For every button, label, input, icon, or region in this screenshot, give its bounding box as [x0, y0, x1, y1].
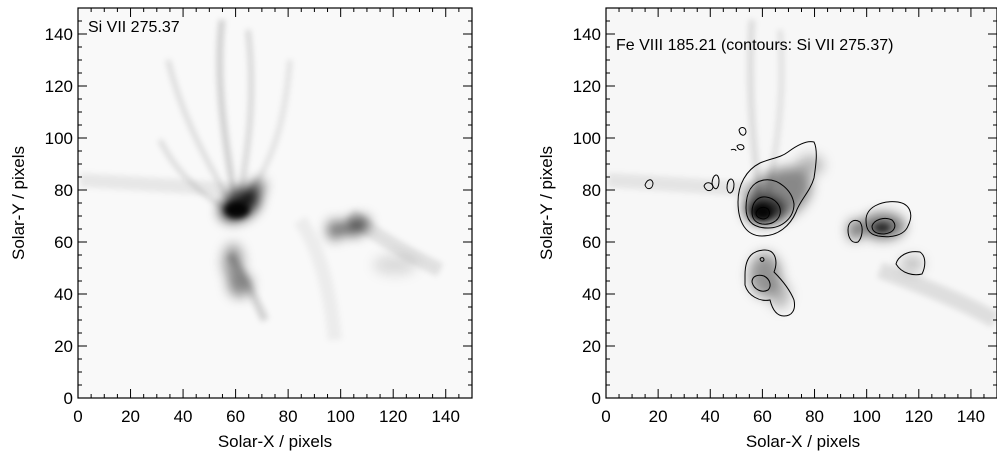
contour-lines: [644, 127, 926, 317]
left-y-tick-label: 40: [54, 285, 73, 304]
right-y-tick-label: 60: [582, 233, 601, 252]
left-x-tick-label: 20: [121, 407, 140, 426]
right-y-tick-label: 0: [592, 389, 601, 408]
left-x-axis-title: Solar-X / pixels: [218, 432, 332, 451]
left-y-tick-label: 60: [54, 233, 73, 252]
right-y-tick-label: 80: [582, 181, 601, 200]
left-y-tick-label: 100: [45, 129, 73, 148]
left-panel: 0 20 40 60 80 100 120 140 0 20 40 60 80 100 120 140 Si …: [9, 7, 473, 451]
right-image: [606, 8, 997, 398]
left-y-tick-label: 120: [45, 77, 73, 96]
right-y-axis-title: Solar-Y / pixels: [537, 146, 556, 260]
left-image: [78, 8, 472, 398]
right-y-tick-label: 20: [582, 337, 601, 356]
right-x-tick-label: 80: [805, 407, 824, 426]
right-x-axis-title: Solar-X / pixels: [746, 432, 860, 451]
right-panel: 0 20 40 60 80 100 120 140 0 20 40 60 80 100 120 140 Fe …: [537, 7, 997, 451]
right-x-tick-label: 100: [852, 407, 880, 426]
left-y-tick-label: 140: [45, 25, 73, 44]
left-x-tick-label: 140: [432, 407, 460, 426]
right-x-tick-label: 140: [957, 407, 985, 426]
right-x-tick-label: 0: [601, 407, 610, 426]
right-x-tick-label: 40: [701, 407, 720, 426]
right-x-tick-label: 120: [905, 407, 933, 426]
right-ticks: [605, 7, 997, 399]
right-panel-title: Fe VIII 185.21 (contours: Si VII 275.37): [616, 37, 893, 54]
right-y-tick-label: 120: [573, 77, 601, 96]
left-y-tick-label: 0: [64, 389, 73, 408]
left-tick-labels: 0 20 40 60 80 100 120 140 0 20 40 60 80 100 120 140: [45, 25, 460, 426]
left-y-tick-label: 80: [54, 181, 73, 200]
right-x-tick-label: 60: [753, 407, 772, 426]
left-x-tick-label: 80: [279, 407, 298, 426]
left-x-tick-label: 60: [226, 407, 245, 426]
right-y-tick-label: 140: [573, 25, 601, 44]
left-y-axis-title: Solar-Y / pixels: [9, 146, 28, 260]
right-tick-labels: 0 20 40 60 80 100 120 140 0 20 40 60 80 100 120 140: [573, 25, 985, 426]
left-x-tick-label: 40: [174, 407, 193, 426]
left-x-tick-label: 120: [379, 407, 407, 426]
right-x-tick-label: 20: [649, 407, 668, 426]
left-x-tick-label: 100: [326, 407, 354, 426]
left-panel-title: Si VII 275.37: [88, 19, 180, 36]
left-y-tick-label: 20: [54, 337, 73, 356]
left-x-tick-label: 0: [73, 407, 82, 426]
left-ticks: [77, 7, 473, 399]
right-y-tick-label: 40: [582, 285, 601, 304]
right-y-tick-label: 100: [573, 129, 601, 148]
